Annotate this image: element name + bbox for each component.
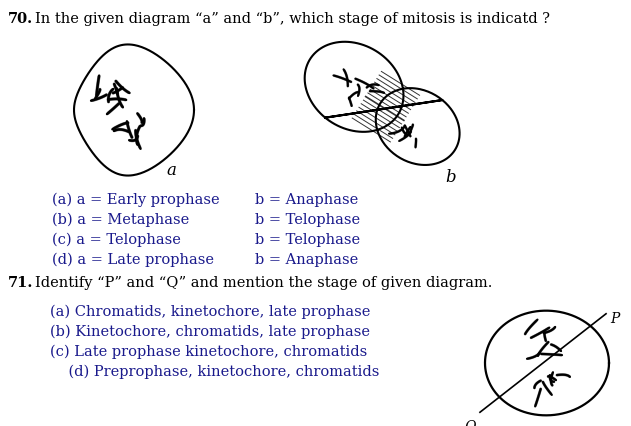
Text: b = Anaphase: b = Anaphase <box>255 193 358 207</box>
Text: (b) a = Metaphase: (b) a = Metaphase <box>52 213 189 227</box>
Text: b = Telophase: b = Telophase <box>255 233 360 247</box>
Text: a: a <box>166 162 176 179</box>
Text: (b) Kinetochore, chromatids, late prophase: (b) Kinetochore, chromatids, late propha… <box>50 325 370 340</box>
Text: (c) a = Telophase: (c) a = Telophase <box>52 233 181 248</box>
Text: Q: Q <box>464 420 475 426</box>
Text: Identify “P” and “Q” and mention the stage of given diagram.: Identify “P” and “Q” and mention the sta… <box>35 276 492 290</box>
Text: b = Anaphase: b = Anaphase <box>255 253 358 267</box>
Text: b: b <box>445 169 456 186</box>
Text: 71.: 71. <box>8 276 33 290</box>
Text: (a) Chromatids, kinetochore, late prophase: (a) Chromatids, kinetochore, late propha… <box>50 305 370 320</box>
Text: (d) Preprophase, kinetochore, chromatids: (d) Preprophase, kinetochore, chromatids <box>50 365 379 380</box>
Text: P: P <box>610 312 620 326</box>
Text: (a) a = Early prophase: (a) a = Early prophase <box>52 193 220 207</box>
Text: b = Telophase: b = Telophase <box>255 213 360 227</box>
Text: (c) Late prophase kinetochore, chromatids: (c) Late prophase kinetochore, chromatid… <box>50 345 367 360</box>
Text: In the given diagram “a” and “b”, which stage of mitosis is indicatd ?: In the given diagram “a” and “b”, which … <box>35 12 550 26</box>
Text: 70.: 70. <box>8 12 33 26</box>
Text: (d) a = Late prophase: (d) a = Late prophase <box>52 253 214 268</box>
